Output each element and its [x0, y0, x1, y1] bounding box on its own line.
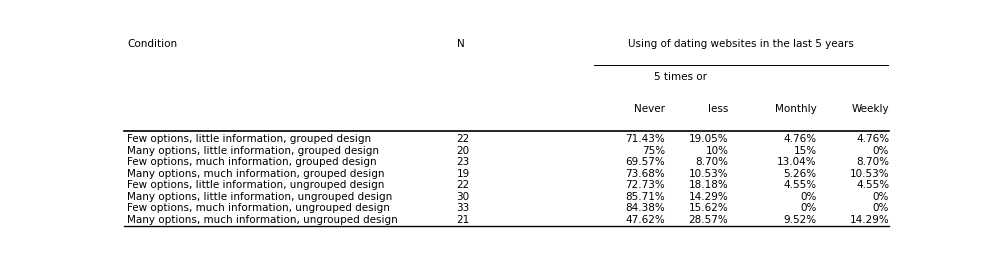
Text: 13.04%: 13.04% [777, 157, 816, 167]
Text: Using of dating websites in the last 5 years: Using of dating websites in the last 5 y… [628, 39, 854, 49]
Text: 72.73%: 72.73% [625, 180, 665, 190]
Text: 10%: 10% [705, 146, 728, 156]
Text: 9.52%: 9.52% [783, 215, 816, 225]
Text: 0%: 0% [800, 204, 816, 214]
Text: 75%: 75% [642, 146, 665, 156]
Text: Few options, little information, grouped design: Few options, little information, grouped… [127, 134, 371, 144]
Text: 30: 30 [456, 192, 469, 202]
Text: 0%: 0% [872, 146, 889, 156]
Text: 5.26%: 5.26% [783, 169, 816, 179]
Text: 4.76%: 4.76% [856, 134, 889, 144]
Text: 15.62%: 15.62% [689, 204, 728, 214]
Text: 4.55%: 4.55% [783, 180, 816, 190]
Text: 0%: 0% [872, 192, 889, 202]
Text: 47.62%: 47.62% [625, 215, 665, 225]
Text: 0%: 0% [872, 204, 889, 214]
Text: less: less [708, 104, 728, 114]
Text: Few options, much information, grouped design: Few options, much information, grouped d… [127, 157, 377, 167]
Text: 21: 21 [456, 215, 470, 225]
Text: Many options, little information, grouped design: Many options, little information, groupe… [127, 146, 379, 156]
Text: 8.70%: 8.70% [857, 157, 889, 167]
Text: 23: 23 [456, 157, 470, 167]
Text: 4.55%: 4.55% [856, 180, 889, 190]
Text: Condition: Condition [127, 39, 178, 49]
Text: 71.43%: 71.43% [625, 134, 665, 144]
Text: Few options, little information, ungrouped design: Few options, little information, ungroup… [127, 180, 384, 190]
Text: N: N [456, 39, 464, 49]
Text: 10.53%: 10.53% [850, 169, 889, 179]
Text: 5 times or: 5 times or [654, 72, 707, 82]
Text: 33: 33 [456, 204, 470, 214]
Text: 0%: 0% [800, 192, 816, 202]
Text: 22: 22 [456, 180, 470, 190]
Text: 19: 19 [456, 169, 470, 179]
Text: 10.53%: 10.53% [689, 169, 728, 179]
Text: Few options, much information, ungrouped design: Few options, much information, ungrouped… [127, 204, 390, 214]
Text: 28.57%: 28.57% [689, 215, 728, 225]
Text: 8.70%: 8.70% [696, 157, 728, 167]
Text: 22: 22 [456, 134, 470, 144]
Text: 15%: 15% [793, 146, 816, 156]
Text: 14.29%: 14.29% [689, 192, 728, 202]
Text: Monthly: Monthly [775, 104, 816, 114]
Text: 4.76%: 4.76% [783, 134, 816, 144]
Text: 73.68%: 73.68% [625, 169, 665, 179]
Text: Many options, much information, grouped design: Many options, much information, grouped … [127, 169, 385, 179]
Text: Weekly: Weekly [852, 104, 889, 114]
Text: Many options, much information, ungrouped design: Many options, much information, ungroupe… [127, 215, 398, 225]
Text: 19.05%: 19.05% [689, 134, 728, 144]
Text: 18.18%: 18.18% [689, 180, 728, 190]
Text: Many options, little information, ungrouped design: Many options, little information, ungrou… [127, 192, 392, 202]
Text: 84.38%: 84.38% [625, 204, 665, 214]
Text: 69.57%: 69.57% [625, 157, 665, 167]
Text: Never: Never [634, 104, 665, 114]
Text: 14.29%: 14.29% [850, 215, 889, 225]
Text: 85.71%: 85.71% [625, 192, 665, 202]
Text: 20: 20 [456, 146, 469, 156]
